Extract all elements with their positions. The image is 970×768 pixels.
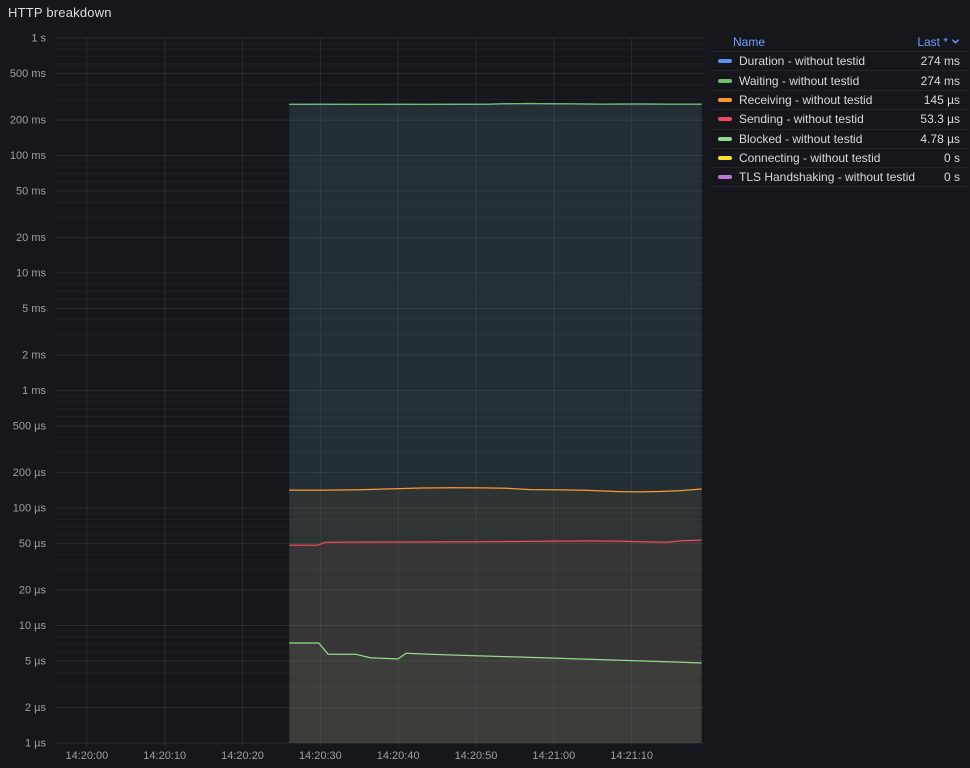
series-name[interactable]: Receiving - without testid [739,92,873,107]
series-last-value: 274 ms [920,73,960,88]
legend-rows: Duration - without testid 274 ms Waiting -… [712,51,968,187]
legend-table: Name Last * Duration - without testid 274… [712,32,968,187]
series-line-blocked-without-testid[interactable] [289,642,702,664]
series-last-value: 274 ms [920,54,960,69]
x-tick-label: 14:20:00 [65,750,108,762]
series-color-swatch [718,117,732,122]
legend-last-column-header[interactable]: Last * [917,35,960,49]
y-tick-label: 100 ms [10,150,47,162]
series-color-swatch [718,78,732,83]
series-lines [289,102,702,664]
legend-row-tls-handshaking-without-testid[interactable]: TLS Handshaking - without testid 0 s [712,167,968,187]
series-name[interactable]: Sending - without testid [739,112,864,127]
series-line-receiving-without-testid[interactable] [289,487,702,493]
series-last-value: 145 µs [923,92,960,107]
series-line-waiting-without-testid[interactable] [289,102,702,106]
series-fill-waiting-without-testid [289,103,702,743]
x-tick-label: 14:20:40 [377,750,420,762]
series-color-swatch [718,156,732,161]
timeseries-chart[interactable]: 1 s 500 ms 200 ms 100 ms 50 ms 20 ms 10 ms 5 ms… [0,0,710,768]
y-tick-label: 500 ms [10,68,47,80]
y-tick-label: 20 µs [19,585,47,597]
grid-minor-horizontal [56,42,704,688]
legend-last-label: Last * [917,34,948,49]
y-tick-label: 1 s [31,33,46,45]
y-tick-label: 200 µs [13,467,47,479]
series-name[interactable]: TLS Handshaking - without testid [739,170,916,185]
series-color-swatch [718,59,732,64]
panel-title[interactable]: HTTP breakdown [8,5,112,20]
legend-row-connecting-without-testid[interactable]: Connecting - without testid 0 s [712,147,968,167]
y-tick-label: 500 µs [13,420,47,432]
y-tick-label: 5 µs [25,655,47,667]
series-color-swatch [718,175,732,180]
series-fill-duration-without-testid [289,103,702,743]
x-tick-label: 14:21:00 [532,750,575,762]
legend-header: Name Last * [712,32,968,51]
legend-name-column-header[interactable]: Name [733,34,766,49]
series-last-value: 53.3 µs [920,112,960,127]
series-last-value: 0 s [943,151,960,166]
y-tick-label: 200 ms [10,115,47,127]
series-fill-sending-without-testid [289,540,702,743]
y-tick-label: 10 ms [16,268,46,280]
series-last-value: 4.78 µs [920,131,960,146]
y-tick-label: 20 ms [16,232,46,244]
grid-major-horizontal [56,37,704,744]
series-color-swatch [718,136,732,141]
y-tick-label: 10 µs [19,620,47,632]
series-name[interactable]: Duration - without testid [739,54,866,69]
series-fill-blocked-without-testid [289,643,702,743]
x-tick-label: 14:20:10 [143,750,186,762]
y-tick-label: 50 ms [16,185,46,197]
series-line-sending-without-testid[interactable] [289,539,702,546]
series-name[interactable]: Waiting - without testid [739,73,860,88]
legend-row-receiving-without-testid[interactable]: Receiving - without testid 145 µs [712,89,968,109]
y-tick-label: 2 ms [22,350,46,362]
series-fills [289,103,702,743]
grid-vertical [86,38,633,747]
y-tick-label: 1 µs [25,738,47,750]
legend-row-sending-without-testid[interactable]: Sending - without testid 53.3 µs [712,109,968,128]
series-fill-receiving-without-testid [289,487,702,743]
x-tick-label: 14:20:50 [455,750,498,762]
y-tick-label: 2 µs [25,702,47,714]
y-axis-labels: 1 s 500 ms 200 ms 100 ms 50 ms 20 ms 10 ms 5 ms… [10,33,47,750]
y-tick-label: 5 ms [22,303,46,315]
series-name[interactable]: Connecting - without testid [739,151,881,166]
legend-row-duration-without-testid[interactable]: Duration - without testid 274 ms [712,51,968,70]
series-name[interactable]: Blocked - without testid [739,131,863,146]
series-last-value: 0 s [943,170,960,185]
y-tick-label: 50 µs [19,538,47,550]
series-color-swatch [718,97,732,102]
x-tick-label: 14:21:10 [610,750,653,762]
x-axis-labels: 14:20:00 14:20:10 14:20:20 14:20:30 14:20:40… [65,750,653,762]
x-tick-label: 14:20:20 [221,750,264,762]
legend-row-waiting-without-testid[interactable]: Waiting - without testid 274 ms [712,70,968,89]
y-tick-label: 1 ms [22,385,46,397]
legend-row-blocked-without-testid[interactable]: Blocked - without testid 4.78 µs [712,128,968,148]
chevron-down-icon [952,39,959,44]
y-tick-label: 100 µs [13,503,47,515]
x-tick-label: 14:20:30 [299,750,342,762]
